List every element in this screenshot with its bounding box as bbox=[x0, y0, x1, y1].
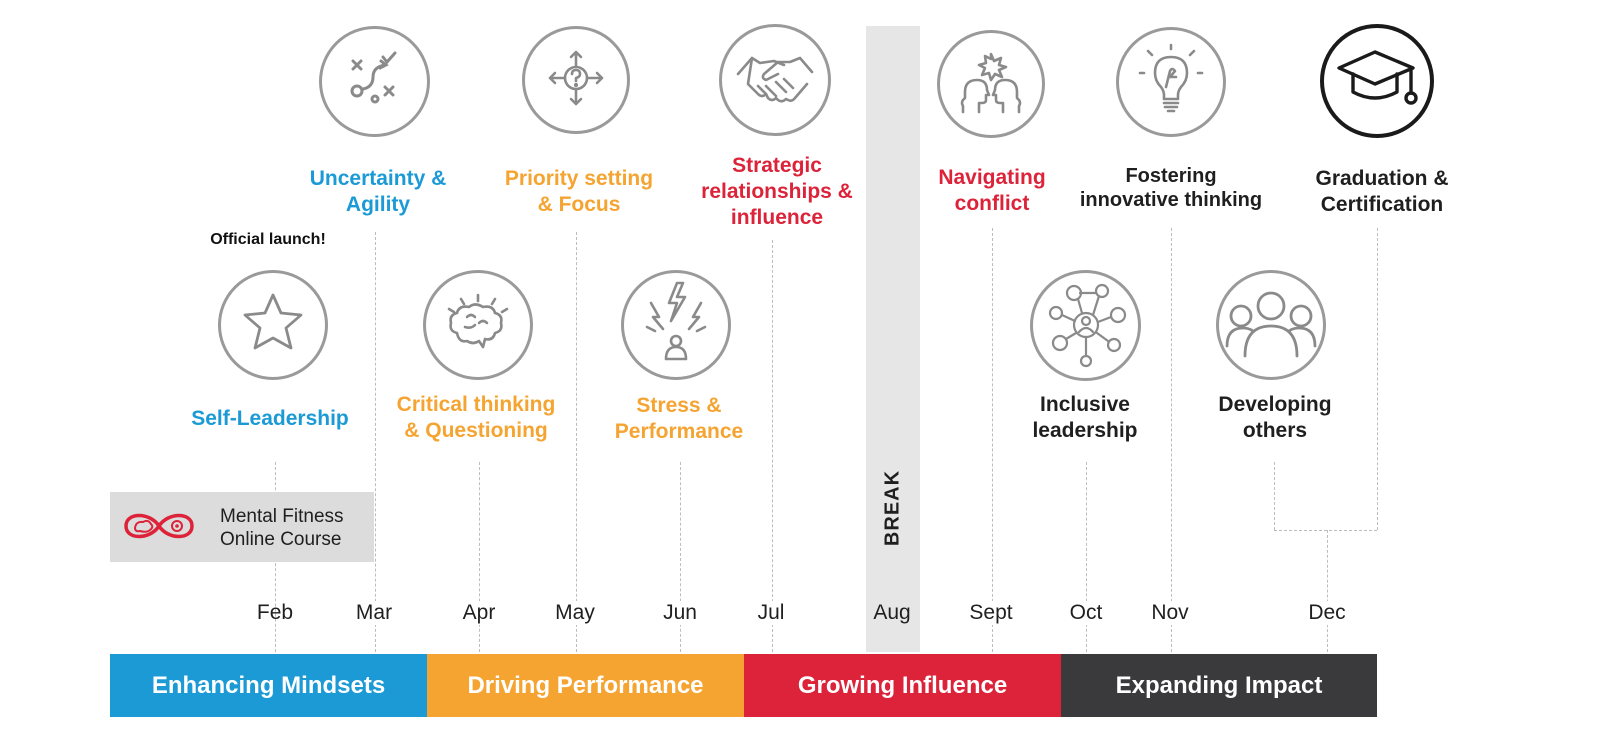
phase-driving-performance: Driving Performance bbox=[427, 654, 744, 717]
official-launch-label: Official launch! bbox=[210, 231, 326, 248]
network-people-icon bbox=[1044, 281, 1128, 370]
month-may: May bbox=[535, 601, 615, 625]
graduation-label: Graduation & Certification bbox=[1315, 167, 1449, 216]
fostering-label: Fostering innovative thinking bbox=[1079, 165, 1263, 211]
connector-nov bbox=[1171, 228, 1172, 652]
strategy-play-icon bbox=[347, 51, 403, 112]
graduation-circle bbox=[1320, 24, 1434, 138]
month-dec: Dec bbox=[1287, 601, 1367, 625]
month-jul: Jul bbox=[731, 601, 811, 625]
break-label: BREAK bbox=[881, 469, 904, 547]
break-column bbox=[866, 26, 920, 652]
month-nov: Nov bbox=[1130, 601, 1210, 625]
critical-thinking-label: Critical thinking & Questioning bbox=[396, 393, 556, 442]
graduation-cap-icon bbox=[1337, 48, 1418, 115]
uncertainty-label: Uncertainty & Agility bbox=[309, 167, 447, 216]
fostering-circle bbox=[1116, 27, 1226, 137]
handshake-icon bbox=[736, 50, 814, 111]
connector-jun bbox=[680, 462, 681, 652]
month-aug: Aug bbox=[873, 601, 911, 624]
stress-circle bbox=[621, 270, 731, 380]
priority-circle bbox=[522, 26, 630, 134]
brain-icon bbox=[443, 293, 513, 358]
critical-thinking-circle bbox=[423, 270, 533, 380]
month-apr: Apr bbox=[439, 601, 519, 625]
month-oct: Oct bbox=[1046, 601, 1126, 625]
group-people-icon bbox=[1225, 290, 1317, 361]
self-leadership-label: Self-Leadership bbox=[191, 407, 349, 430]
connector-apr bbox=[479, 462, 480, 652]
lightbulb-icon bbox=[1138, 43, 1204, 120]
connector-dec bbox=[1327, 530, 1328, 652]
conflict-heads-icon bbox=[959, 50, 1023, 119]
month-mar: Mar bbox=[334, 601, 414, 625]
star-icon bbox=[241, 292, 305, 359]
strategic-circle bbox=[719, 24, 831, 136]
uncertainty-circle bbox=[319, 26, 430, 137]
connector-graduation bbox=[1377, 228, 1378, 530]
month-jun: Jun bbox=[640, 601, 720, 625]
strategic-label: Strategic relationships & influence bbox=[701, 154, 853, 229]
question-arrows-icon bbox=[544, 46, 608, 115]
self-leadership-circle bbox=[218, 270, 328, 380]
inclusive-label: Inclusive leadership bbox=[1032, 393, 1138, 442]
connector-may bbox=[576, 232, 577, 652]
phase-growing-influence: Growing Influence bbox=[744, 654, 1061, 717]
phase-expanding-impact: Expanding Impact bbox=[1061, 654, 1377, 717]
inclusive-circle bbox=[1030, 270, 1141, 381]
connector-oct bbox=[1086, 462, 1087, 652]
priority-label: Priority setting & Focus bbox=[504, 167, 654, 216]
connector-mar bbox=[375, 232, 376, 652]
course-title-line2: Online Course bbox=[220, 529, 342, 550]
stress-label: Stress & Performance bbox=[614, 394, 744, 443]
mental-fitness-course-box: Mental Fitness Online Course bbox=[110, 492, 374, 562]
lightning-person-icon bbox=[641, 281, 711, 370]
month-feb: Feb bbox=[256, 601, 294, 624]
navigating-label: Navigating conflict bbox=[938, 166, 1046, 215]
phase-enhancing-mindsets: Enhancing Mindsets bbox=[110, 654, 427, 717]
connector-dec-bracket bbox=[1274, 530, 1377, 531]
infinity-brain-icon bbox=[122, 508, 196, 549]
connector-developing bbox=[1274, 462, 1275, 530]
course-title-line1: Mental Fitness bbox=[220, 506, 344, 527]
month-sept: Sept bbox=[951, 601, 1031, 625]
navigating-circle bbox=[937, 30, 1045, 138]
developing-label: Developing others bbox=[1218, 393, 1332, 442]
developing-circle bbox=[1216, 270, 1326, 380]
connector-sept bbox=[992, 228, 993, 652]
connector-jul bbox=[772, 240, 773, 652]
